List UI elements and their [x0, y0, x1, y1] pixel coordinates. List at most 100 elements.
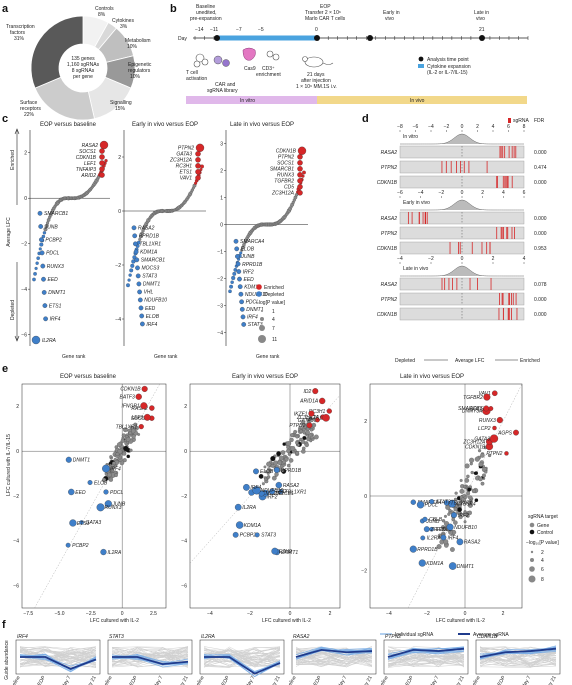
panel-a: a 135 genes 1,160 sgRNAs 8 sgRNAs per ge…	[2, 3, 152, 121]
depleted-point	[31, 335, 41, 345]
scatter-point	[462, 494, 466, 498]
background-line	[19, 651, 97, 668]
f-plot-frame	[199, 639, 285, 675]
d-xlabel-enriched: Enriched	[520, 358, 540, 364]
gene-label: IL2RA	[427, 536, 442, 542]
enriched-point	[141, 385, 148, 392]
gene-label: RUNX3	[105, 505, 122, 511]
y-tick-label: −6	[181, 583, 187, 589]
x-tick-label: −2	[247, 611, 253, 617]
background-line	[111, 646, 189, 666]
gene-label: TBL1XR1	[116, 424, 138, 430]
scatter-point	[109, 455, 113, 459]
average-sgrna-line	[479, 647, 557, 658]
d-tick-label: 0	[461, 124, 464, 130]
legend-size-11	[258, 335, 266, 343]
e-ylabel: LFC cultured with IL-7/IL-15	[6, 434, 12, 496]
c-enriched-label: Enriched	[10, 150, 16, 170]
background-line	[295, 649, 373, 664]
legend-gene-dot	[529, 522, 535, 528]
donut-chart	[30, 15, 136, 121]
gene-label: ETS1	[179, 170, 192, 176]
x-tick-label: −4	[207, 611, 213, 617]
day-tick-0: 0	[315, 27, 318, 33]
cd3-label-1: CD3⁺	[262, 66, 275, 72]
depleted-point	[237, 276, 242, 282]
enriched-point	[491, 390, 498, 397]
d-tick-label: 0	[461, 190, 464, 196]
scatter-point	[271, 475, 277, 481]
gene-label: LEF1	[84, 161, 96, 167]
enriched-point	[297, 146, 307, 155]
diagonal-line	[34, 383, 160, 609]
gene-label: ARID2	[80, 173, 96, 179]
scatter-point	[264, 470, 268, 474]
d-tick-label: −4	[428, 124, 434, 130]
scatter-point	[469, 457, 475, 463]
donut-slice-6	[30, 15, 84, 89]
depleted-point	[133, 249, 139, 255]
x-tick-label: 0	[121, 611, 124, 617]
e-legend-6: 6	[541, 567, 544, 573]
gene-label: CYB5R4	[456, 501, 476, 507]
scatter-point	[122, 451, 127, 456]
background-line	[479, 654, 557, 667]
background-line	[203, 651, 281, 667]
slice-pct-epigenetic: 10%	[130, 74, 141, 80]
d-fdr-value: 0.000	[534, 312, 547, 318]
depleted-point	[240, 314, 246, 320]
scatter-point	[454, 491, 458, 495]
mouse-icon	[302, 56, 334, 68]
scatter-point	[305, 430, 310, 435]
enriched-point	[99, 166, 105, 172]
enriched-point	[143, 413, 151, 421]
panel-b: b Baseline unedited, pre-expansion EOP T…	[170, 3, 529, 104]
gene-label: DNMT1	[143, 282, 160, 288]
individual-sgrna-line	[19, 654, 97, 667]
enriched-point	[195, 143, 205, 152]
y-tick-label: −2	[217, 276, 223, 282]
depleted-point	[65, 542, 71, 548]
gene-label: GATA3	[298, 418, 314, 424]
scatter-point	[300, 421, 306, 426]
gene-label: RASA2	[82, 143, 99, 149]
scatter-point	[288, 458, 294, 463]
y-tick-label: −4	[115, 317, 121, 323]
scatter-point	[122, 427, 128, 433]
invitro-bar	[186, 96, 317, 104]
rank-point	[127, 278, 131, 282]
d-gene-label: CDKN1B	[377, 312, 398, 318]
depleted-point	[456, 538, 464, 546]
scatter-point	[453, 507, 458, 512]
gene-label: STAT3	[261, 533, 276, 539]
background-line	[479, 650, 557, 666]
slice-label-cytokines: Cytokines	[112, 18, 134, 24]
scatter-point	[480, 481, 485, 486]
enriched-point	[297, 166, 303, 172]
gene-label: PDCL	[46, 251, 60, 257]
panel-label-a: a	[2, 3, 9, 15]
panel-label-f: f	[2, 619, 6, 631]
depleted-point	[278, 489, 284, 495]
enriched-point	[483, 393, 491, 401]
gene-label: RUNX3	[47, 264, 64, 270]
depleted-point	[275, 481, 283, 489]
scatter-point	[125, 437, 131, 442]
enrichment-icon	[266, 50, 280, 61]
up-arrow-icon	[14, 128, 20, 135]
scatter-point	[313, 434, 319, 440]
enriched-point	[99, 140, 109, 150]
background-line	[479, 654, 557, 668]
gene-label: EED	[276, 489, 287, 495]
scatter-point	[282, 442, 286, 446]
y-tick-label: −1	[217, 249, 223, 255]
rank-point	[126, 283, 130, 288]
gene-label: AGPS	[497, 430, 513, 436]
scatter-point	[306, 417, 311, 422]
gene-label: KDM1A	[426, 561, 444, 567]
gene-label: DNMT1	[73, 458, 90, 464]
d-xlabel-depleted: Depleted	[395, 358, 415, 364]
e-size-6	[529, 566, 535, 572]
f-legend-individual: Individual sgRNA	[395, 632, 434, 638]
background-line	[111, 650, 189, 667]
